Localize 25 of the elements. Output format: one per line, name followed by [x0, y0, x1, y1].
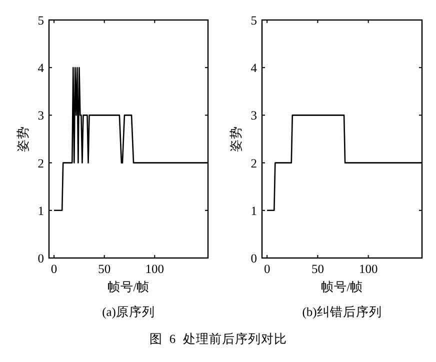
y-axis-title: 姿势 — [16, 126, 30, 152]
y-tick-label: 3 — [38, 108, 44, 123]
y-tick-label: 4 — [38, 61, 45, 76]
y-tick-label: 0 — [250, 252, 257, 266]
x-tick-label: 100 — [145, 262, 164, 276]
x-tick-label: 0 — [50, 262, 58, 276]
x-axis-title: 帧号/帧 — [107, 280, 150, 294]
y-tick-label: 2 — [38, 156, 44, 170]
x-tick-label: 50 — [98, 262, 111, 276]
text: (a)原序列 — [102, 304, 155, 319]
caption: 图 6 处理前后序列对比 — [149, 331, 287, 346]
y-axis-title: 姿势 — [229, 126, 243, 152]
x-tick-label: 50 — [311, 262, 324, 276]
x-axis-title: 帧号/帧 — [320, 280, 364, 294]
y-tick-label: 5 — [250, 14, 257, 28]
y-tick-label: 2 — [250, 156, 257, 170]
y-tick-label: 3 — [250, 108, 257, 123]
y-tick-label: 5 — [38, 14, 44, 28]
x-tick-label: 100 — [358, 262, 378, 276]
text: (b)纠错后序列 — [302, 304, 382, 319]
y-tick-label: 1 — [250, 204, 257, 218]
y-tick-label: 4 — [250, 61, 258, 76]
y-tick-label: 1 — [38, 204, 44, 218]
x-tick-label: 0 — [264, 262, 270, 276]
y-tick-label: 0 — [38, 252, 44, 266]
